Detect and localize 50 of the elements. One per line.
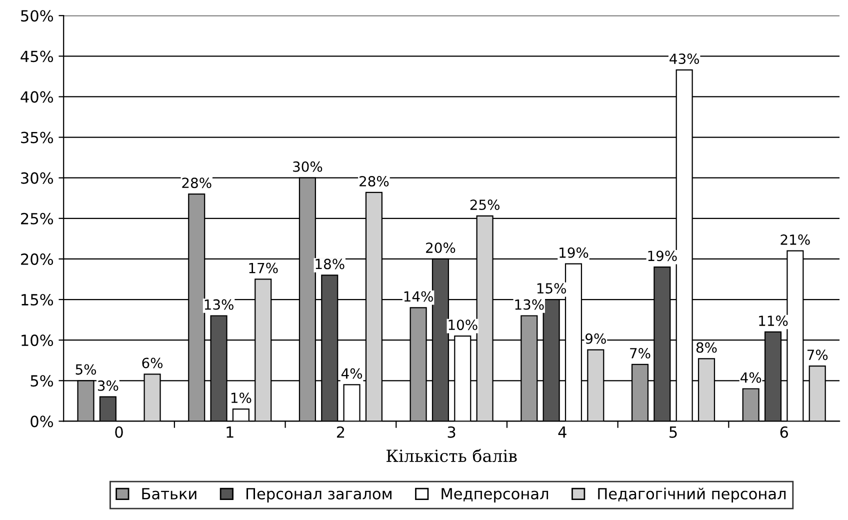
x-tick-label: 3 xyxy=(448,426,456,438)
data-label: 4% xyxy=(740,372,762,383)
x-tick-label: 1 xyxy=(226,426,234,438)
y-tick-label: 45% xyxy=(20,50,54,62)
data-label: 18% xyxy=(316,258,344,270)
data-label: 5% xyxy=(76,364,96,375)
x-tick-label: 4 xyxy=(558,426,566,438)
data-label: 19% xyxy=(648,250,677,262)
data-label: 6% xyxy=(142,358,163,368)
data-label: 7% xyxy=(807,350,828,360)
legend-label: Педагогічний персонал xyxy=(598,488,786,502)
y-tick-label: 30% xyxy=(21,172,54,184)
data-label: 4% xyxy=(341,368,362,379)
data-label: 15% xyxy=(537,283,566,294)
y-tick-label: 5% xyxy=(30,375,54,387)
data-label: 7% xyxy=(630,348,650,358)
data-label: 1% xyxy=(231,392,252,404)
data-label: 30% xyxy=(293,161,322,172)
data-label: 19% xyxy=(560,247,588,258)
data-label: 11% xyxy=(759,316,788,326)
data-label: 28% xyxy=(360,176,389,187)
y-tick-label: 15% xyxy=(22,294,54,306)
data-label: 20% xyxy=(426,242,456,254)
data-label: 3% xyxy=(98,380,118,391)
data-label: 28% xyxy=(182,178,212,188)
x-tick-label: 6 xyxy=(780,426,788,438)
data-label: 17% xyxy=(249,262,278,274)
y-tick-label: 50% xyxy=(21,10,54,22)
data-label: 21% xyxy=(780,234,810,245)
x-tick-label: 2 xyxy=(336,426,344,438)
x-tick-label: 5 xyxy=(670,426,677,438)
data-label: 8% xyxy=(696,342,717,353)
legend-label: Медперсонал xyxy=(442,488,548,502)
y-tick-label: 35% xyxy=(21,132,54,144)
y-tick-label: 0% xyxy=(30,416,54,428)
y-tick-label: 10% xyxy=(22,334,54,346)
x-axis-title: Кількість балів xyxy=(386,448,517,462)
y-tick-label: 20% xyxy=(21,253,54,265)
y-tick-label: 25% xyxy=(21,212,54,224)
legend-label: Батьки xyxy=(142,488,196,500)
data-label: 25% xyxy=(470,200,500,210)
y-tick-label: 40% xyxy=(20,91,54,103)
data-label: 14% xyxy=(404,291,433,302)
data-label: 10% xyxy=(448,320,478,330)
x-tick-label: 0 xyxy=(115,426,123,438)
legend-label: Персонал загалом xyxy=(246,488,392,502)
data-label: 9% xyxy=(586,333,606,344)
data-label: 13% xyxy=(515,299,544,310)
data-label: 13% xyxy=(204,299,234,310)
data-label: 43% xyxy=(670,54,700,64)
